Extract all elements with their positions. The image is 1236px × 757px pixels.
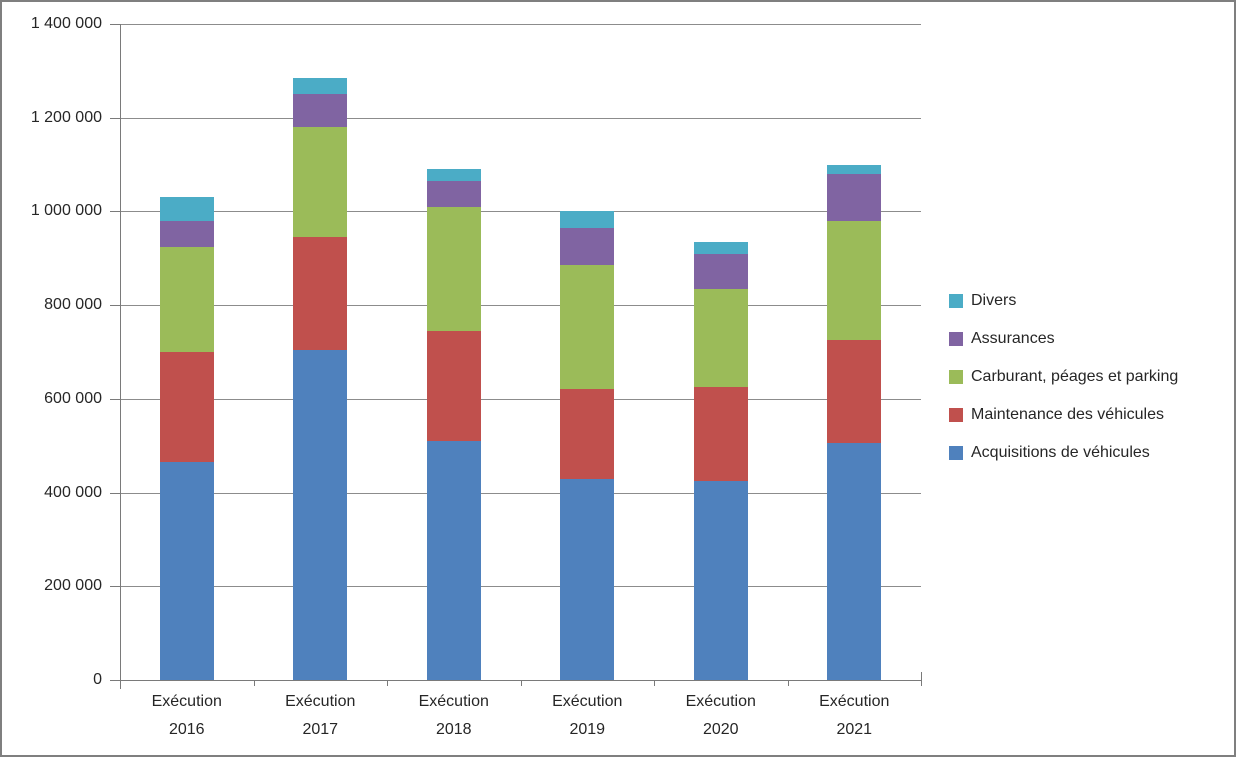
bar-segment-assurances: [159, 220, 214, 247]
bar-segment-acquisitions-de-v-hicules: [293, 349, 348, 680]
y-axis-tick: [110, 492, 120, 494]
bar-segment-carburant-p-ages-et-parking: [560, 265, 615, 390]
x-axis-tick: [654, 680, 655, 686]
x-category-label-line: 2017: [302, 721, 339, 738]
legend-label: Carburant, péages et parking: [971, 368, 1179, 385]
bar-segment-divers: [693, 241, 748, 254]
y-tick-label: 800 000: [44, 296, 102, 314]
x-category-label: Exécution 2017: [254, 688, 386, 744]
bar-segment-carburant-p-ages-et-parking: [159, 246, 214, 352]
bar-segment-assurances: [827, 173, 882, 221]
bar-segment-assurances: [426, 180, 481, 207]
gridline: [120, 586, 921, 588]
legend-item: Maintenance des véhicules: [949, 405, 1178, 425]
x-category-label-line: 2020: [702, 721, 739, 738]
x-category-label: Exécution 2016: [121, 688, 253, 744]
bar-segment-assurances: [293, 94, 348, 128]
legend-item: Carburant, péages et parking: [949, 367, 1178, 387]
y-tick-label: 1 400 000: [30, 15, 102, 32]
bar-segment-acquisitions-de-v-hicules: [693, 480, 748, 680]
y-axis-tick: [110, 305, 120, 307]
bar-segment-carburant-p-ages-et-parking: [693, 288, 748, 388]
bar-segment-maintenance-des-v-hicules: [560, 389, 615, 479]
y-axis-tick: [110, 117, 120, 119]
x-axis-end-tick: [921, 672, 922, 680]
legend: Divers Assurances Carburant, péages et par…: [949, 291, 1178, 463]
x-category-label-line: 2019: [569, 721, 606, 738]
y-tick-label: 1 200 000: [30, 108, 102, 126]
x-category-label-line: Exécution: [685, 693, 756, 710]
x-axis-tick: [253, 680, 255, 686]
bar-segment-divers: [426, 169, 481, 181]
y-axis-tick: [110, 211, 120, 213]
x-category-label-line: 2016: [168, 721, 205, 738]
x-category-label-line: 2021: [836, 721, 873, 738]
legend-color-swatch: [949, 446, 963, 460]
legend-label: Maintenance des véhicules: [971, 406, 1165, 423]
bar-segment-carburant-p-ages-et-parking: [426, 206, 481, 331]
legend-color-swatch: [949, 332, 963, 346]
legend-item: Divers: [949, 291, 1178, 311]
bar-segment-divers: [827, 164, 882, 174]
x-category-label-line: Exécution: [151, 693, 222, 710]
legend-label: Assurances: [971, 330, 1055, 347]
gridline: [120, 117, 921, 119]
bar-segment-maintenance-des-v-hicules: [426, 330, 481, 442]
gridline: [120, 492, 921, 494]
bar-segment-maintenance-des-v-hicules: [693, 387, 748, 481]
x-category-label-line: Exécution: [418, 693, 489, 710]
y-tick-label: 200 000: [44, 577, 102, 595]
bar-segment-assurances: [560, 227, 615, 266]
y-axis-tick: [110, 398, 120, 400]
legend-label: Divers: [971, 292, 1017, 309]
bar-segment-maintenance-des-v-hicules: [159, 352, 214, 463]
y-tick-label: 0: [93, 671, 102, 688]
bar-segment-assurances: [693, 253, 748, 289]
bar-segment-divers: [560, 211, 615, 228]
x-category-label: Exécution 2018: [388, 688, 520, 744]
y-tick-label: 600 000: [44, 389, 102, 407]
x-category-label-line: Exécution: [819, 693, 890, 710]
bar-segment-maintenance-des-v-hicules: [293, 237, 348, 350]
bar-segment-carburant-p-ages-et-parking: [827, 220, 882, 341]
x-category-label-line: Exécution: [552, 693, 623, 710]
gridline: [120, 211, 921, 213]
x-axis-tick: [387, 680, 388, 686]
x-axis-tick: [787, 680, 789, 686]
bar-segment-divers: [293, 77, 348, 95]
gridline: [120, 305, 921, 307]
y-axis-tick: [110, 586, 120, 588]
x-axis-tick: [520, 680, 522, 686]
x-axis-tick: [120, 680, 121, 686]
bar-segment-acquisitions-de-v-hicules: [560, 478, 615, 680]
gridline: [120, 398, 921, 400]
legend-item: Acquisitions de véhicules: [949, 443, 1178, 463]
x-category-label-line: 2018: [435, 721, 472, 738]
bar-segment-maintenance-des-v-hicules: [827, 340, 882, 444]
y-tick-label: 400 000: [44, 483, 102, 501]
legend-color-swatch: [949, 370, 963, 384]
bar-segment-carburant-p-ages-et-parking: [293, 127, 348, 238]
bar-segment-divers: [159, 197, 214, 221]
bar-segment-acquisitions-de-v-hicules: [426, 441, 481, 680]
x-category-label: Exécution 2019: [521, 688, 653, 744]
bar-segment-acquisitions-de-v-hicules: [827, 443, 882, 680]
y-axis-tick: [110, 24, 120, 25]
x-category-label-line: Exécution: [285, 693, 356, 710]
x-axis-tick: [921, 680, 922, 686]
y-axis-line: [120, 24, 121, 689]
legend-item: Assurances: [949, 329, 1178, 349]
y-tick-label: 1 000 000: [30, 202, 102, 220]
x-category-label: Exécution 2020: [655, 688, 787, 744]
legend-color-swatch: [949, 408, 963, 422]
y-axis-tick: [110, 680, 120, 681]
bar-segment-acquisitions-de-v-hicules: [159, 462, 214, 680]
x-category-label: Exécution 2021: [788, 688, 920, 744]
gridline: [120, 24, 921, 25]
legend-color-swatch: [949, 294, 963, 308]
legend-label: Acquisitions de véhicules: [971, 444, 1150, 461]
